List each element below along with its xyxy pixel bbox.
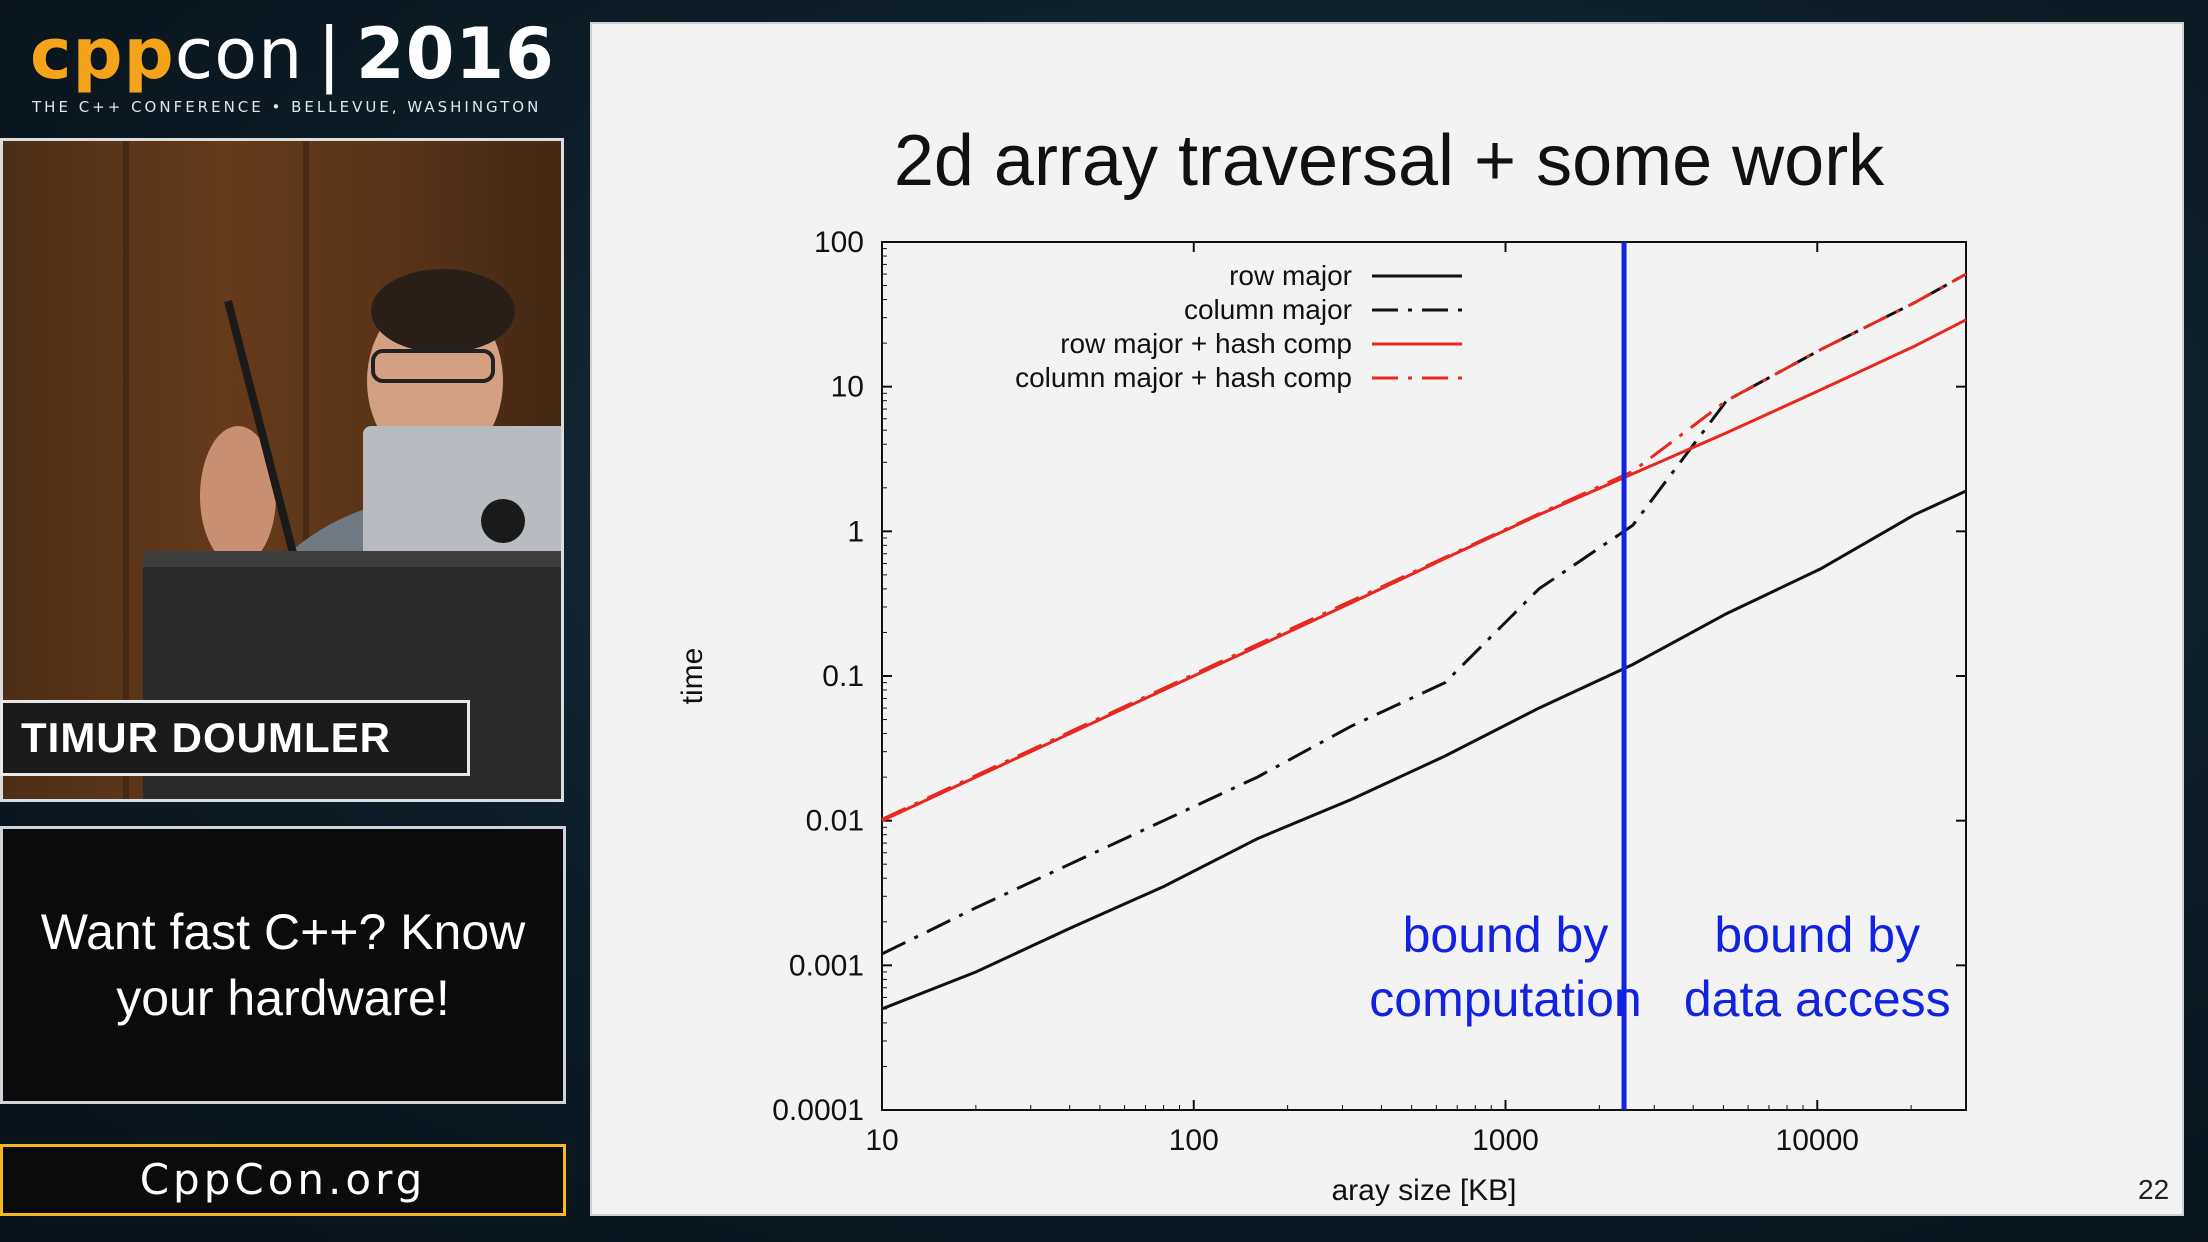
- x-tick-label: 1000: [1472, 1124, 1539, 1157]
- x-tick-label: 100: [1169, 1124, 1219, 1157]
- annotation-1-line-2: computation: [1369, 971, 1641, 1027]
- cppcon-brand: cppcon | 2016 THE C++ CONFERENCE • BELLEVU…: [30, 14, 554, 124]
- x-tick-label: 10: [865, 1124, 898, 1157]
- y-tick-label: 0.1: [822, 660, 864, 693]
- legend-label-2: column major: [1184, 294, 1352, 325]
- series-line-1: [881, 489, 1967, 1011]
- logo-con: con: [174, 13, 304, 95]
- y-tick-label: 0.001: [789, 949, 864, 982]
- series-line-2: [881, 272, 1967, 956]
- y-tick-label: 0.0001: [772, 1094, 864, 1127]
- y-axis-label: time: [676, 648, 709, 705]
- speaker-video-scene: [3, 141, 561, 799]
- slide: 2d array traversal + some work 100 10 1 0.1…: [590, 22, 2184, 1216]
- annotation-1-line-1: bound by: [1403, 907, 1609, 963]
- annotation-2-line-1: bound by: [1714, 907, 1920, 963]
- logo-separator: |: [317, 13, 342, 95]
- talk-title: Want fast C++? Know your hardware!: [40, 904, 526, 1026]
- legend-label-3: row major + hash comp: [1060, 328, 1352, 359]
- series-line-4: [881, 272, 1967, 821]
- y-tick-label: 1: [847, 515, 864, 548]
- slide-title: 2d array traversal + some work: [893, 121, 1885, 201]
- conference-tagline: THE C++ CONFERENCE • BELLEVUE, WASHINGTO…: [32, 98, 542, 116]
- y-tick-label: 10: [831, 371, 864, 404]
- y-tick-label: 0.01: [806, 805, 864, 838]
- x-axis-label: aray size [KB]: [1331, 1174, 1516, 1207]
- speaker-name: TIMUR DOUMLER: [0, 700, 470, 776]
- slide-page-number: 22: [2138, 1174, 2170, 1205]
- talk-title-box: Want fast C++? Know your hardware!: [0, 826, 566, 1104]
- legend-label-1: row major: [1229, 260, 1352, 291]
- logo-year: 2016: [356, 13, 555, 95]
- site-url[interactable]: CppCon.org: [0, 1144, 566, 1216]
- y-tick-label: 100: [814, 226, 864, 259]
- series-line-3: [881, 318, 1967, 823]
- logo-cpp: cpp: [30, 13, 175, 95]
- speaker-video: [0, 138, 564, 802]
- annotation-2-line-2: data access: [1684, 971, 1951, 1027]
- cppcon-logo: cppcon | 2016: [30, 14, 555, 94]
- x-tick-label: 10000: [1776, 1124, 1859, 1157]
- legend-label-4: column major + hash comp: [1015, 362, 1352, 393]
